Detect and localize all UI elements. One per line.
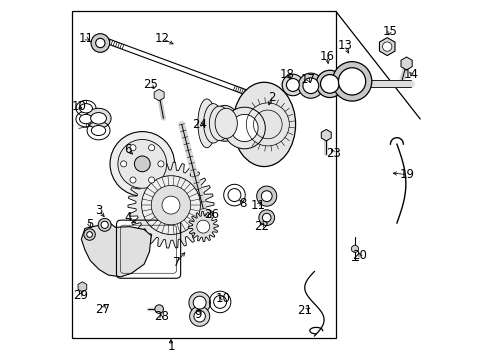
Ellipse shape <box>232 82 295 167</box>
Circle shape <box>282 74 303 96</box>
Circle shape <box>101 221 108 228</box>
Circle shape <box>121 161 126 167</box>
Ellipse shape <box>210 105 239 141</box>
Circle shape <box>262 213 270 222</box>
Circle shape <box>142 176 200 234</box>
Circle shape <box>256 186 276 206</box>
Text: 6: 6 <box>124 143 131 156</box>
Circle shape <box>148 145 154 151</box>
Circle shape <box>230 114 258 141</box>
Circle shape <box>258 210 274 226</box>
Text: 10: 10 <box>71 100 86 113</box>
Text: 7: 7 <box>172 256 180 269</box>
Polygon shape <box>128 162 214 248</box>
Text: 26: 26 <box>203 208 219 221</box>
Circle shape <box>213 296 226 309</box>
Circle shape <box>91 34 109 52</box>
Circle shape <box>193 296 206 309</box>
Circle shape <box>338 68 365 95</box>
Ellipse shape <box>80 104 92 113</box>
Circle shape <box>189 306 209 326</box>
Text: 13: 13 <box>337 39 352 52</box>
Circle shape <box>151 185 190 225</box>
Ellipse shape <box>86 108 111 129</box>
Circle shape <box>118 139 166 188</box>
Text: 12: 12 <box>154 32 169 45</box>
Circle shape <box>83 229 95 240</box>
Text: 8: 8 <box>239 197 246 210</box>
Circle shape <box>130 177 136 183</box>
Circle shape <box>261 191 271 202</box>
Circle shape <box>286 78 299 91</box>
Text: 9: 9 <box>194 308 201 321</box>
Circle shape <box>196 220 209 233</box>
Ellipse shape <box>90 113 106 124</box>
Circle shape <box>320 75 339 93</box>
Text: 25: 25 <box>143 78 158 91</box>
Text: 1: 1 <box>167 340 174 353</box>
Circle shape <box>332 62 371 101</box>
Circle shape <box>158 161 163 167</box>
Circle shape <box>303 78 318 94</box>
Text: 5: 5 <box>86 218 93 231</box>
Text: 15: 15 <box>382 25 396 38</box>
Text: 14: 14 <box>403 68 418 81</box>
Text: 27: 27 <box>95 303 110 316</box>
Ellipse shape <box>214 111 234 136</box>
Ellipse shape <box>198 99 215 148</box>
Text: 2: 2 <box>267 91 275 104</box>
Ellipse shape <box>215 108 237 138</box>
Circle shape <box>194 311 205 322</box>
Text: 20: 20 <box>352 249 366 262</box>
Ellipse shape <box>203 104 223 143</box>
Text: 17: 17 <box>300 73 315 86</box>
Circle shape <box>110 132 174 196</box>
Circle shape <box>96 39 105 48</box>
Circle shape <box>351 245 358 252</box>
Bar <box>72 12 335 338</box>
Text: 16: 16 <box>319 50 334 63</box>
Text: 18: 18 <box>279 68 294 81</box>
Circle shape <box>223 107 265 149</box>
Text: 10: 10 <box>215 292 230 305</box>
Text: 11: 11 <box>79 32 93 45</box>
Text: 4: 4 <box>124 211 131 224</box>
Ellipse shape <box>91 126 105 135</box>
Circle shape <box>227 189 241 202</box>
Text: 19: 19 <box>399 168 414 181</box>
Circle shape <box>98 219 111 231</box>
Circle shape <box>162 196 180 214</box>
Circle shape <box>188 292 210 314</box>
Text: 3: 3 <box>95 204 103 217</box>
Text: 22: 22 <box>254 220 269 233</box>
Circle shape <box>382 42 391 51</box>
Text: 28: 28 <box>154 310 168 324</box>
Circle shape <box>134 156 150 172</box>
Circle shape <box>298 73 323 98</box>
Text: 29: 29 <box>73 289 87 302</box>
Ellipse shape <box>80 114 92 124</box>
Polygon shape <box>188 212 218 242</box>
Circle shape <box>155 305 163 314</box>
Circle shape <box>148 177 154 183</box>
Text: 11: 11 <box>250 199 265 212</box>
Text: 24: 24 <box>192 118 207 131</box>
Text: 23: 23 <box>325 147 340 159</box>
Circle shape <box>130 145 136 151</box>
Text: 21: 21 <box>297 305 312 318</box>
Circle shape <box>316 70 343 98</box>
Ellipse shape <box>209 106 230 140</box>
Circle shape <box>86 231 92 237</box>
Polygon shape <box>81 223 151 277</box>
